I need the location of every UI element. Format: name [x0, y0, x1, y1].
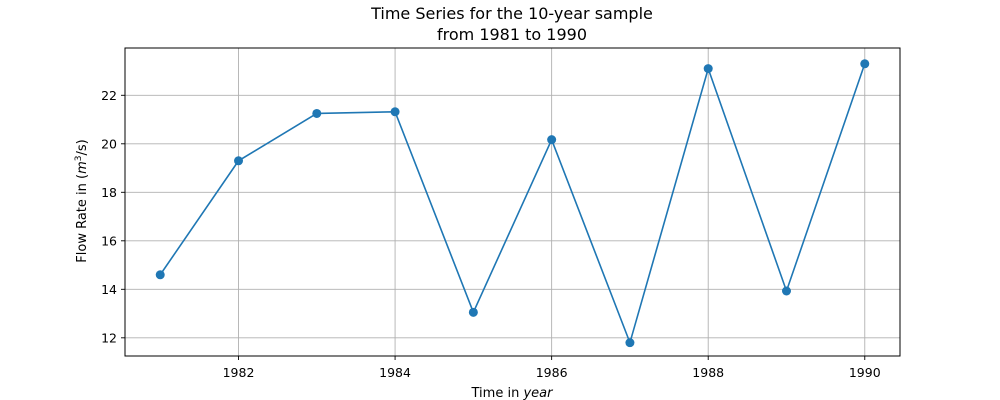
data-point [390, 107, 400, 117]
chart-title-line-1: Time Series for the 10-year sample [370, 4, 653, 23]
y-tick-label: 22 [101, 88, 117, 103]
data-point [781, 286, 791, 296]
data-point [860, 59, 870, 69]
x-axis-label: Time in year [471, 386, 555, 400]
data-point [703, 64, 713, 74]
data-points [155, 59, 870, 348]
x-tick-label: 1984 [379, 365, 411, 380]
y-tick-label: 16 [101, 233, 117, 248]
data-point [234, 156, 244, 166]
x-tick-label: 1990 [849, 365, 881, 380]
grid [125, 48, 900, 356]
x-tick-label: 1988 [692, 365, 724, 380]
plot-frame [124, 47, 901, 357]
y-tick-label: 20 [101, 136, 117, 151]
data-point [625, 338, 635, 348]
y-axis-label: Flow Rate in (m3/s) [74, 139, 90, 262]
y-tick-label: 18 [101, 185, 117, 200]
data-point [312, 108, 322, 118]
tick-labels: 1982 1984 1986 1988 1990 12 14 16 18 20 22 [101, 88, 881, 380]
chart-title-line-2: from 1981 to 1990 [437, 25, 587, 44]
x-tick-label: 1982 [223, 365, 255, 380]
tick-marks [121, 94, 866, 360]
data-point [468, 307, 478, 317]
y-tick-label: 12 [101, 330, 117, 345]
data-point [155, 270, 165, 280]
x-tick-label: 1986 [536, 365, 568, 380]
data-point [547, 135, 557, 145]
series-line [159, 63, 866, 346]
y-tick-label: 14 [101, 282, 117, 297]
